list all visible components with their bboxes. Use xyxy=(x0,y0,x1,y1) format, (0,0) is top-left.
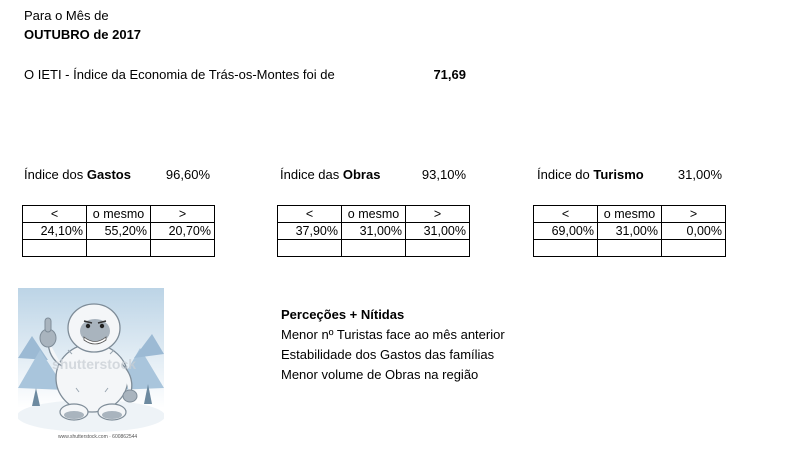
table-empty-row xyxy=(277,239,470,257)
header-same: o mesmo xyxy=(86,205,151,223)
perception-item: Estabilidade dos Gastos das famílias xyxy=(281,347,495,362)
value-less: 24,10% xyxy=(22,222,87,240)
empty-cell xyxy=(597,239,662,257)
index-obras-table: < o mesmo > 37,90% 31,00% 31,00% xyxy=(277,205,470,257)
table-empty-row xyxy=(22,239,215,257)
index-prefix: Índice das xyxy=(280,167,343,182)
index-gastos-value: 96,60% xyxy=(165,167,210,182)
empty-cell xyxy=(150,239,215,257)
image-caption: www.shutterstock.com · 600862544 xyxy=(58,434,138,440)
index-prefix: Índice dos xyxy=(24,167,87,182)
empty-cell xyxy=(405,239,470,257)
header-more: > xyxy=(661,205,726,223)
ieti-value: 71,69 xyxy=(433,67,466,82)
index-obras-value: 93,10% xyxy=(421,167,466,182)
header-less: < xyxy=(277,205,342,223)
table-values-row: 37,90% 31,00% 31,00% xyxy=(277,222,470,240)
index-gastos-table: < o mesmo > 24,10% 55,20% 20,70% xyxy=(22,205,215,257)
empty-cell xyxy=(661,239,726,257)
value-same: 31,00% xyxy=(341,222,406,240)
index-prefix: Índice do xyxy=(537,167,594,182)
header-more: > xyxy=(405,205,470,223)
empty-cell xyxy=(86,239,151,257)
month-label: Para o Mês de xyxy=(24,8,109,23)
empty-cell xyxy=(533,239,598,257)
table-values-row: 24,10% 55,20% 20,70% xyxy=(22,222,215,240)
perception-item: Menor volume de Obras na região xyxy=(281,367,479,382)
value-less: 69,00% xyxy=(533,222,598,240)
table-header-row: < o mesmo > xyxy=(277,205,470,223)
value-same: 55,20% xyxy=(86,222,151,240)
value-more: 0,00% xyxy=(661,222,726,240)
empty-cell xyxy=(341,239,406,257)
table-values-row: 69,00% 31,00% 0,00% xyxy=(533,222,726,240)
ieti-label: O IETI - Índice da Economia de Trás-os-M… xyxy=(24,67,335,82)
index-name: Turismo xyxy=(593,167,644,182)
perception-item: Menor nº Turistas face ao mês anterior xyxy=(281,327,505,342)
table-header-row: < o mesmo > xyxy=(533,205,726,223)
header-same: o mesmo xyxy=(341,205,406,223)
index-name: Gastos xyxy=(86,167,131,182)
index-name: Obras xyxy=(342,167,381,182)
header-less: < xyxy=(22,205,87,223)
index-turismo-table: < o mesmo > 69,00% 31,00% 0,00% xyxy=(533,205,726,257)
index-turismo-value: 31,00% xyxy=(677,167,722,182)
value-less: 37,90% xyxy=(277,222,342,240)
header-more: > xyxy=(150,205,215,223)
header-less: < xyxy=(533,205,598,223)
value-same: 31,00% xyxy=(597,222,662,240)
empty-cell xyxy=(22,239,87,257)
index-obras-title: Índice das Obras xyxy=(280,167,380,182)
table-header-row: < o mesmo > xyxy=(22,205,215,223)
perceptions-title: Perceções + Nítidas xyxy=(281,307,405,322)
value-more: 31,00% xyxy=(405,222,470,240)
index-gastos-title: Índice dos Gastos xyxy=(24,167,131,182)
header-same: o mesmo xyxy=(597,205,662,223)
month-value: OUTUBRO de 2017 xyxy=(24,27,142,42)
empty-cell xyxy=(277,239,342,257)
value-more: 20,70% xyxy=(150,222,215,240)
watermark-text: shutterstock xyxy=(52,356,137,372)
table-empty-row xyxy=(533,239,726,257)
yeti-illustration: shutterstock www.shutterstock.com · 6008… xyxy=(17,288,165,444)
index-turismo-title: Índice do Turismo xyxy=(537,167,644,182)
